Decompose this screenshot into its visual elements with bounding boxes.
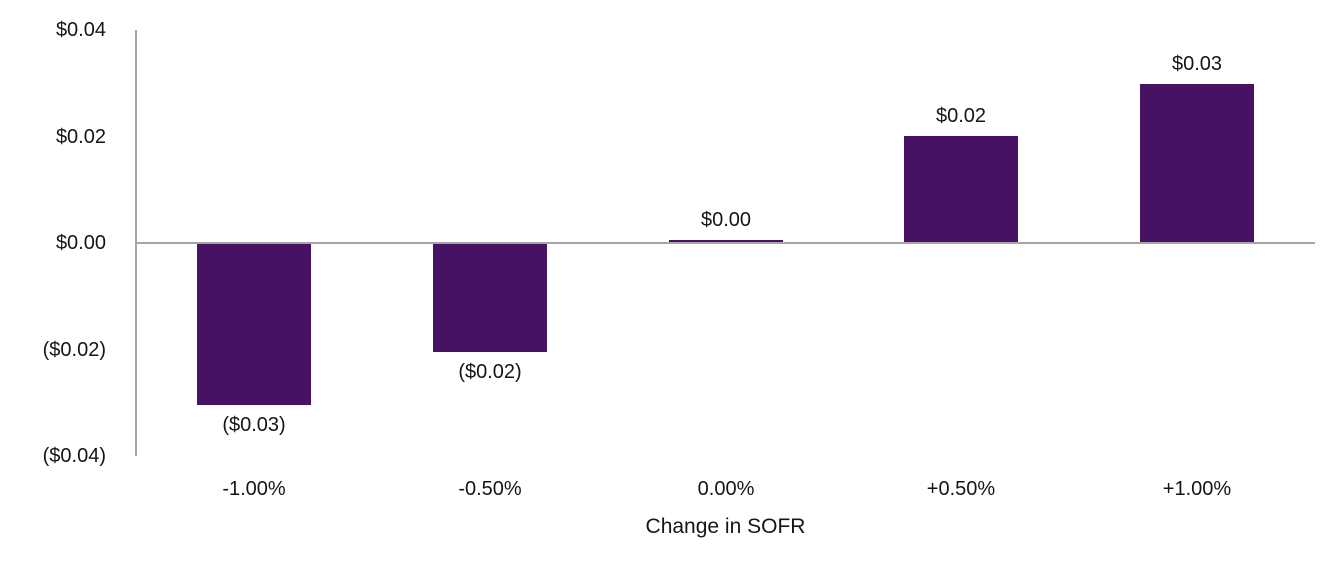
x-axis-title: Change in SOFR bbox=[645, 515, 806, 538]
bar bbox=[669, 240, 783, 242]
y-axis-tick-label: ($0.02) bbox=[42, 338, 106, 361]
x-axis-category-label: -1.00% bbox=[222, 478, 286, 500]
y-axis-tick-label: $0.02 bbox=[55, 125, 106, 148]
bar-value-label: ($0.02) bbox=[458, 361, 522, 383]
bar-value-label: $0.00 bbox=[700, 209, 752, 231]
bar bbox=[904, 136, 1018, 242]
x-axis-category-label: -0.50% bbox=[458, 478, 522, 500]
x-axis-category-label: 0.00% bbox=[697, 478, 755, 500]
bar-value-label: $0.02 bbox=[935, 105, 987, 127]
y-axis-tick-label: $0.00 bbox=[55, 232, 106, 254]
bar-value-label: $0.03 bbox=[1171, 53, 1223, 75]
x-axis-category-label: +1.00% bbox=[1162, 478, 1232, 500]
y-axis-tick-label: $0.04 bbox=[55, 19, 106, 41]
bar bbox=[197, 244, 311, 405]
x-axis-zero-line bbox=[136, 242, 1315, 244]
y-axis-tick-label: ($0.04) bbox=[42, 445, 106, 467]
bar-value-label: ($0.03) bbox=[222, 414, 286, 436]
bar bbox=[1140, 84, 1254, 242]
x-axis-category-label: +0.50% bbox=[926, 478, 996, 500]
bar bbox=[433, 244, 547, 352]
